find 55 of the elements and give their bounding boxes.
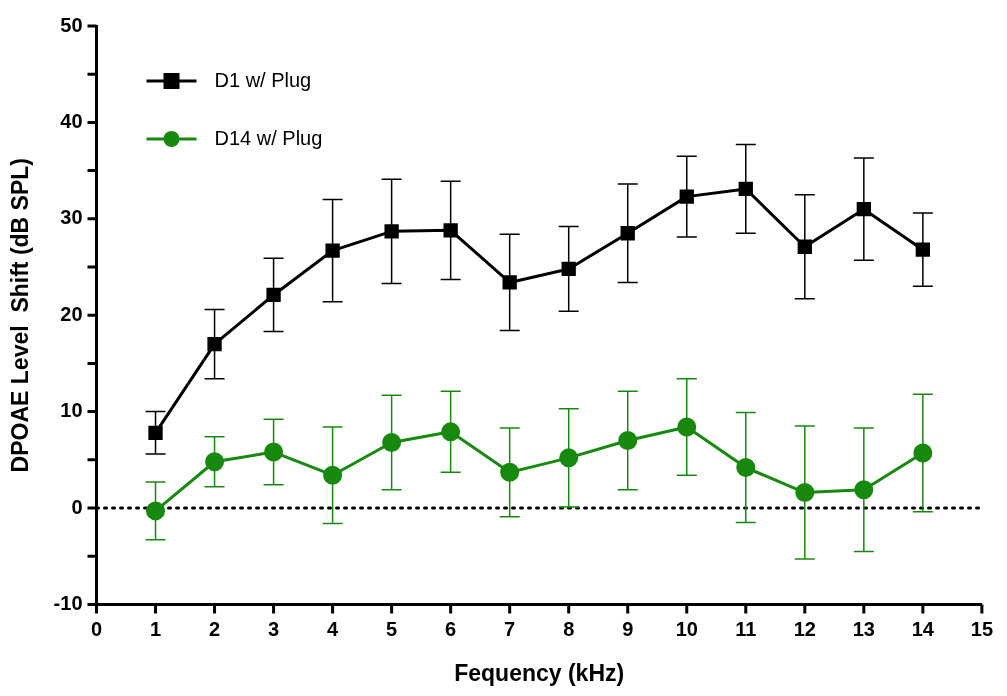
y-tick-label: 10 (60, 399, 83, 422)
x-axis-title: Fequency (kHz) (454, 659, 625, 686)
point (856, 202, 871, 217)
x-tick-label: 0 (90, 617, 103, 640)
x-tick-label: 12 (793, 617, 816, 640)
point (559, 448, 579, 468)
x-tick-label: 10 (675, 617, 698, 640)
point (384, 224, 399, 239)
point (266, 287, 281, 303)
point (738, 181, 753, 197)
point (561, 261, 576, 277)
point (205, 452, 225, 472)
point (618, 431, 638, 451)
y-tick-label: 30 (60, 206, 83, 229)
point (382, 432, 402, 452)
x-tick-label: 2 (208, 617, 221, 640)
x-tick-label: 8 (563, 617, 575, 640)
x-tick-label: 11 (735, 617, 757, 640)
point (679, 189, 694, 204)
point (736, 458, 756, 478)
x-tick-label: 4 (327, 617, 340, 640)
legend-label: D14 w/ Plug (214, 126, 323, 149)
point (500, 462, 520, 482)
x-tick-label: 5 (386, 617, 398, 640)
x-tick-label: 14 (911, 617, 935, 640)
x-tick-label: 7 (504, 617, 516, 640)
point (207, 336, 222, 352)
x-tick-label: 9 (622, 617, 634, 640)
x-tick-label: 13 (852, 617, 875, 640)
point (443, 223, 458, 238)
x-tick-label: 6 (445, 617, 457, 640)
point (677, 417, 697, 437)
point (797, 239, 812, 254)
y-tick-label: 40 (60, 109, 83, 132)
y-tick-label: 50 (60, 13, 83, 36)
point (915, 242, 931, 257)
point (323, 465, 343, 485)
y-tick-label: 0 (71, 495, 83, 518)
point (264, 442, 284, 462)
point (325, 243, 340, 258)
point (441, 422, 461, 442)
y-tick-label: 20 (60, 302, 83, 325)
x-tick-label: 15 (970, 617, 993, 640)
point (913, 443, 933, 463)
point (146, 501, 166, 521)
point (854, 480, 874, 500)
x-tick-label: 3 (268, 617, 280, 640)
point (148, 425, 163, 440)
x-tick-label: 1 (149, 617, 162, 640)
legend-label: D1 w/ Plug (214, 68, 312, 91)
point (795, 483, 815, 503)
point (502, 275, 517, 290)
point (620, 226, 635, 241)
y-tick-label: -10 (53, 591, 83, 614)
y-axis-title: DPOAE Level Shift (dB SPL) (7, 158, 34, 473)
